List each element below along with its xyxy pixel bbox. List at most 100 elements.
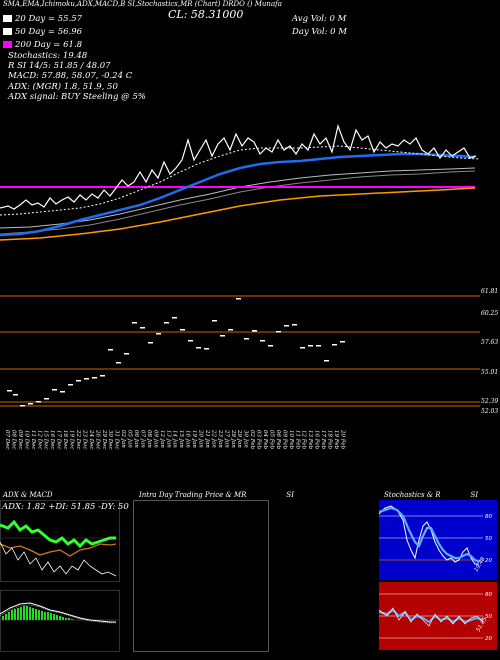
intraday-panel-title: Intra Day Trading Price & MR SI bbox=[139, 491, 294, 499]
date-label: 12 Jan bbox=[159, 430, 165, 448]
pp bbox=[276, 331, 281, 333]
date-label: 16 Feb bbox=[314, 430, 320, 450]
macd-bar bbox=[41, 611, 43, 620]
close-price-label: CL: 58.31000 bbox=[168, 8, 244, 21]
legend-200-day: 200 Day = 61.8 bbox=[3, 40, 82, 50]
rsi-blue-line bbox=[379, 608, 484, 624]
date-label: 09 Feb bbox=[281, 430, 287, 450]
pp bbox=[92, 377, 97, 379]
macd-bar bbox=[47, 612, 49, 620]
pp bbox=[60, 391, 65, 393]
pp bbox=[252, 330, 257, 332]
macd-bar bbox=[5, 614, 7, 620]
date-label: 17 Dec bbox=[56, 430, 62, 450]
stochastics-chart: 80 50 20 19.48 bbox=[379, 505, 492, 573]
date-label: 15 Jan bbox=[178, 430, 184, 448]
pp bbox=[244, 338, 249, 340]
legend-20-day: 20 Day = 55.57 bbox=[3, 14, 82, 24]
pp bbox=[188, 340, 193, 342]
date-label: 29 Jan bbox=[236, 429, 242, 448]
stochastics-readout: Stochastics: 19.48 bbox=[8, 51, 88, 61]
pp bbox=[44, 398, 49, 400]
legend-swatch-200 bbox=[3, 41, 12, 48]
macd-bar bbox=[11, 610, 13, 620]
pp bbox=[324, 360, 329, 362]
pp bbox=[13, 394, 18, 396]
macd-bar bbox=[38, 610, 40, 620]
date-label: 13 Feb bbox=[307, 430, 313, 450]
adx-signal: ADX signal: BUY Steeling @ 5% bbox=[8, 92, 146, 102]
date-label: 16 Jan bbox=[185, 430, 191, 448]
avg-volume: Avg Vol: 0 M bbox=[292, 14, 347, 24]
date-label: 08 Jan bbox=[146, 430, 152, 448]
adx-panel bbox=[0, 500, 120, 582]
macd-bar bbox=[20, 607, 22, 620]
date-label: 09 Dec bbox=[17, 430, 23, 450]
date-label: 22 Jan bbox=[210, 429, 216, 448]
price-scale-label: 55.01 bbox=[481, 369, 499, 376]
macd-bar bbox=[62, 617, 64, 620]
stoch-scale-label: 80 bbox=[485, 514, 492, 520]
price-scale-label: 52.03 bbox=[481, 408, 499, 415]
ma-blue-line bbox=[0, 152, 476, 237]
price-scale-label: 61.81 bbox=[481, 288, 499, 295]
price-scale-label: 57.63 bbox=[481, 339, 499, 346]
pp bbox=[172, 317, 177, 319]
date-label: 16 Dec bbox=[49, 430, 55, 450]
intraday-panel bbox=[133, 500, 269, 652]
date-label: 19 Dec bbox=[69, 430, 75, 450]
macd-bar bbox=[23, 606, 25, 620]
pp bbox=[220, 335, 225, 337]
date-label: 18 Dec bbox=[62, 430, 68, 450]
macd-chart bbox=[0, 602, 118, 624]
pp bbox=[124, 353, 129, 355]
macd-bar bbox=[56, 615, 58, 620]
stoch-title-suffix: SI bbox=[470, 491, 479, 499]
pp bbox=[316, 345, 321, 347]
macd-bar bbox=[71, 619, 73, 620]
legend-swatch-50 bbox=[3, 28, 12, 35]
intraday-title-text: Intra Day Trading Price & MR bbox=[139, 491, 247, 499]
date-label: 04 Feb bbox=[262, 430, 268, 450]
macd-readout: MACD: 57.88, 58.07, -0.24 C bbox=[8, 71, 133, 81]
pp bbox=[20, 405, 25, 407]
stoch-scale-label: 20 bbox=[485, 558, 492, 564]
date-label: 08 Dec bbox=[10, 430, 16, 450]
legend-label-200: 200 Day = 61.8 bbox=[15, 40, 83, 50]
pp bbox=[140, 327, 145, 329]
date-label: 11 Feb bbox=[294, 430, 300, 450]
chart-top-line: SMA,EMA,Ichimoku,ADX,MACD,B SI,Stochasti… bbox=[3, 0, 282, 8]
date-label: 18 Feb bbox=[327, 430, 333, 450]
pp bbox=[204, 348, 209, 350]
legend-50-day: 50 Day = 56.96 bbox=[3, 27, 82, 37]
pp bbox=[292, 324, 297, 326]
legend-swatch-20 bbox=[3, 15, 12, 22]
macd-bar bbox=[44, 612, 46, 620]
macd-bar bbox=[14, 609, 16, 620]
date-label: 15 Dec bbox=[43, 430, 49, 450]
ma-20-dotted-line bbox=[0, 145, 481, 216]
pp bbox=[68, 384, 73, 386]
date-label: 23 Jan bbox=[217, 429, 223, 448]
pp bbox=[196, 347, 201, 349]
date-label: 02 Jan bbox=[120, 430, 126, 448]
adx-orange-line bbox=[0, 543, 117, 557]
date-label: 10 Feb bbox=[288, 430, 294, 450]
intraday-title-suffix: SI bbox=[286, 491, 294, 499]
rsi-scale-label: 80 bbox=[485, 592, 492, 598]
date-label: 12 Dec bbox=[36, 430, 42, 450]
pp bbox=[340, 341, 345, 343]
date-label: 14 Jan bbox=[172, 430, 178, 448]
rsi-white-line bbox=[379, 607, 484, 627]
ma-orange-line bbox=[0, 187, 476, 241]
price-chart bbox=[0, 123, 481, 241]
macd-white-line bbox=[0, 602, 116, 623]
date-label: 02 Feb bbox=[249, 430, 255, 450]
macd-bar bbox=[59, 616, 61, 620]
macd-bar bbox=[53, 614, 55, 620]
date-label: 31 Dec bbox=[114, 430, 120, 450]
date-label: 21 Jan bbox=[204, 429, 210, 448]
macd-bar bbox=[65, 618, 67, 620]
date-label: 29 Dec bbox=[101, 429, 107, 450]
pp bbox=[284, 325, 289, 327]
